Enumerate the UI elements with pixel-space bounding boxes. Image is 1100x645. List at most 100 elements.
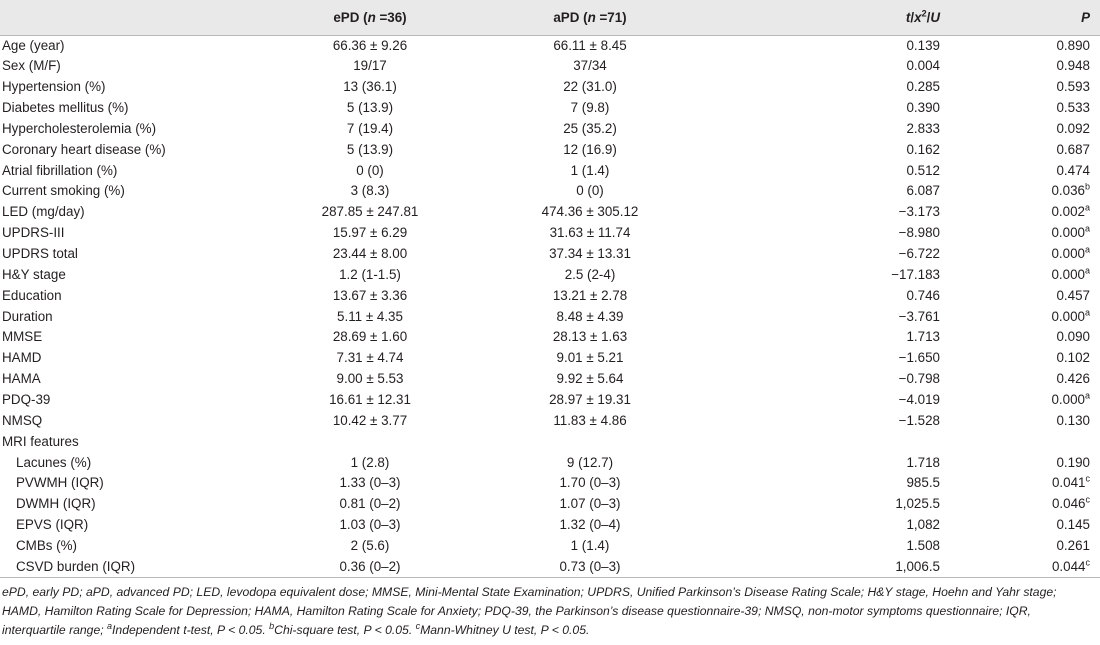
table-row: HAMD 7.31 ± 4.74 9.01 ± 5.21 −1.650 0.102 <box>0 348 1100 369</box>
p-value-footnote-mark: b <box>1084 181 1090 192</box>
cell-stat: 0.285 <box>906 79 940 95</box>
table-row: HAMA 9.00 ± 5.53 9.92 ± 5.64 −0.798 0.426 <box>0 369 1100 390</box>
cell-epd: 2 (5.6) <box>350 538 390 554</box>
p-value-footnote-mark: a <box>1084 265 1090 276</box>
header-epd: ePD (n =36) <box>270 0 470 36</box>
table-row: Coronary heart disease (%) 5 (13.9) 12 (16… <box>0 139 1100 160</box>
cell-epd: 13 (36.1) <box>343 79 397 95</box>
cell-epd: 0.81 (0–2) <box>339 496 401 512</box>
cell-epd: 1.2 (1-1.5) <box>339 266 401 282</box>
p-value: 0.000 <box>1051 308 1085 324</box>
cell-apd: 37.34 ± 13.31 <box>549 246 631 262</box>
table-row: Education 13.67 ± 3.36 13.21 ± 2.78 0.746 0.… <box>0 285 1100 306</box>
cell-p: 0.457 <box>940 285 1100 306</box>
cell-stat: 6.087 <box>906 183 940 199</box>
cell-stat: 0.746 <box>906 287 940 303</box>
cell-epd: 66.36 ± 9.26 <box>332 37 408 53</box>
cell-p: 0.426 <box>940 369 1100 390</box>
footnote-a-text: Independent t-test, P < 0.05. <box>112 623 270 637</box>
table-row: MRI features <box>0 431 1100 452</box>
p-value: 0.000 <box>1051 225 1085 241</box>
cell-apd: 1.07 (0–3) <box>559 496 621 512</box>
table-row: CSVD burden (IQR) 0.36 (0–2) 0.73 (0–3) 1,0… <box>0 556 1100 578</box>
cell-p: 0.533 <box>940 98 1100 119</box>
cell-apd: 0 (0) <box>576 183 604 199</box>
cell-epd: 7 (19.4) <box>346 120 394 136</box>
p-value-footnote-mark: a <box>1084 223 1090 234</box>
cell-stat: 1.718 <box>906 454 940 470</box>
cell-epd <box>270 431 470 452</box>
cell-stat: −1.528 <box>898 412 940 428</box>
p-value: 0.261 <box>1056 538 1090 554</box>
p-value: 0.000 <box>1051 392 1085 408</box>
cell-apd: 9.01 ± 5.21 <box>556 350 624 366</box>
cell-apd: 28.13 ± 1.63 <box>552 329 628 345</box>
p-value: 0.457 <box>1056 287 1090 303</box>
cell-stat: 1,082 <box>906 517 940 533</box>
cell-p: 0.948 <box>940 56 1100 77</box>
cell-epd: 15.97 ± 6.29 <box>332 225 408 241</box>
cell-epd: 13.67 ± 3.36 <box>332 287 408 303</box>
cell-p: 0.000a <box>940 244 1100 265</box>
cell-apd: 37/34 <box>573 58 607 74</box>
row-label: H&Y stage <box>2 266 66 282</box>
cell-epd: 16.61 ± 12.31 <box>329 392 411 408</box>
cell-epd: 5 (13.9) <box>346 141 394 157</box>
p-value: 0.130 <box>1056 412 1090 428</box>
table-row: UPDRS total 23.44 ± 8.00 37.34 ± 13.31 −6.7… <box>0 244 1100 265</box>
p-value: 0.092 <box>1056 120 1090 136</box>
p-value: 0.890 <box>1056 37 1090 53</box>
cell-epd: 0 (0) <box>356 162 384 178</box>
header-p: P <box>940 0 1100 36</box>
table-row: Lacunes (%) 1 (2.8) 9 (12.7) 1.718 0.190 <box>0 452 1100 473</box>
cell-p: 0.000a <box>940 306 1100 327</box>
row-label: NMSQ <box>2 412 43 428</box>
cell-stat: 0.004 <box>906 58 940 74</box>
table-body: Age (year) 66.36 ± 9.26 66.11 ± 8.45 0.139 0… <box>0 35 1100 578</box>
cell-apd: 11.83 ± 4.86 <box>553 412 627 428</box>
p-value-footnote-mark: a <box>1084 202 1090 213</box>
cell-p: 0.046c <box>940 494 1100 515</box>
cell-stat: 1,025.5 <box>895 496 940 512</box>
cell-apd: 25 (35.2) <box>563 120 617 136</box>
table-row: UPDRS-III 15.97 ± 6.29 31.63 ± 11.74 −8.980… <box>0 223 1100 244</box>
cell-stat: 0.162 <box>906 141 940 157</box>
cell-apd: 8.48 ± 4.39 <box>556 308 624 324</box>
cell-epd: 3 (8.3) <box>350 183 390 199</box>
cell-p: 0.090 <box>940 327 1100 348</box>
p-value-footnote-mark: a <box>1084 244 1090 255</box>
p-value: 0.687 <box>1056 141 1090 157</box>
cell-p: 0.145 <box>940 515 1100 536</box>
cell-epd: 287.85 ± 247.81 <box>321 204 419 220</box>
p-value: 0.000 <box>1051 246 1085 262</box>
cell-epd: 5.11 ± 4.35 <box>337 308 403 324</box>
row-label: Coronary heart disease (%) <box>2 141 166 157</box>
table-row: Current smoking (%) 3 (8.3) 0 (0) 6.087 0.03… <box>0 181 1100 202</box>
table-row: MMSE 28.69 ± 1.60 28.13 ± 1.63 1.713 0.090 <box>0 327 1100 348</box>
row-label: Atrial fibrillation (%) <box>2 162 118 178</box>
table-row: Sex (M/F) 19/17 37/34 0.004 0.948 <box>0 56 1100 77</box>
cell-stat: 2.833 <box>906 120 940 136</box>
header-apd-text: aPD (n =71) <box>553 9 627 25</box>
cell-apd: 31.63 ± 11.74 <box>549 225 631 241</box>
p-value-footnote-mark: a <box>1084 390 1090 401</box>
cell-stat: −6.722 <box>898 246 940 262</box>
cell-p <box>940 431 1100 452</box>
header-label-col <box>0 0 270 36</box>
p-value: 0.533 <box>1056 100 1090 115</box>
row-label: CMBs (%) <box>16 538 77 554</box>
row-label: Hypertension (%) <box>2 79 106 95</box>
cell-stat: −1.650 <box>898 350 940 366</box>
table-row: H&Y stage 1.2 (1-1.5) 2.5 (2-4) −17.183 0.00… <box>0 264 1100 285</box>
cell-stat: −17.183 <box>891 266 940 282</box>
table-footnote: ePD, early PD; aPD, advanced PD; LED, le… <box>2 583 1096 640</box>
row-label: LED (mg/day) <box>2 204 85 220</box>
p-value: 0.036 <box>1051 183 1085 199</box>
row-label: CSVD burden (IQR) <box>0 556 270 578</box>
table-row: Duration 5.11 ± 4.35 8.48 ± 4.39 −3.761 0.00… <box>0 306 1100 327</box>
cell-p: 0.002a <box>940 202 1100 223</box>
cell-apd: 22 (31.0) <box>563 79 617 95</box>
table-row: CMBs (%) 2 (5.6) 1 (1.4) 1.508 0.261 <box>0 536 1100 557</box>
row-label: DWMH (IQR) <box>16 496 96 512</box>
cell-p: 0.041c <box>940 473 1100 494</box>
